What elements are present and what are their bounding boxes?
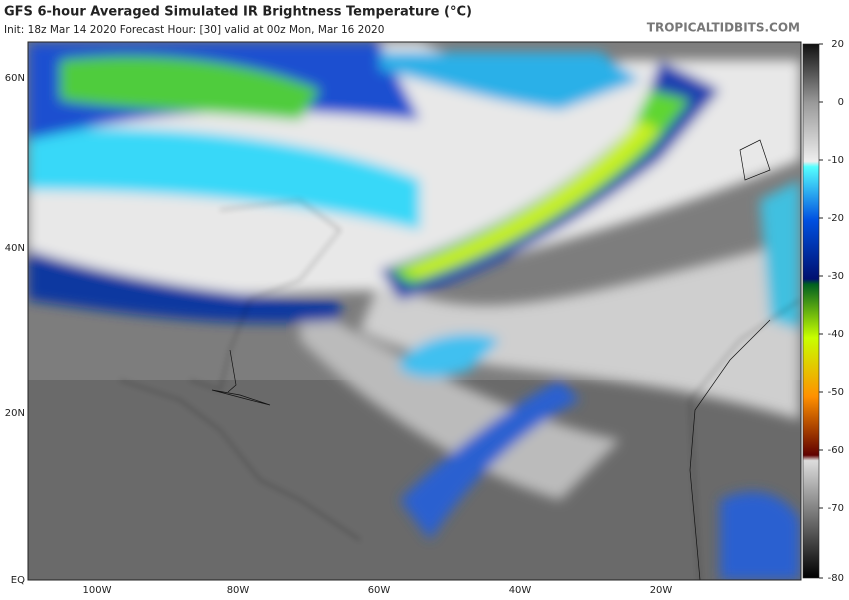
latitude-label: 60N <box>5 73 25 84</box>
colorbar-label: -60 <box>828 445 844 456</box>
colorbar-label: -20 <box>828 213 844 224</box>
colorbar <box>802 43 820 579</box>
credit: TROPICALTIDBITS.COM <box>647 21 800 35</box>
longitude-label: 80W <box>227 585 250 596</box>
longitude-label: 20W <box>650 585 673 596</box>
latitude-label: 20N <box>5 408 25 419</box>
colorbar-label: 20 <box>831 39 844 50</box>
latitude-label: EQ <box>11 575 25 586</box>
colorbar-label: 0 <box>838 97 844 108</box>
colorbar-label: -40 <box>828 329 844 340</box>
colorbar-label: -80 <box>828 573 844 584</box>
title: GFS 6-hour Averaged Simulated IR Brightn… <box>4 5 472 20</box>
colorbar-label: -30 <box>828 271 844 282</box>
longitude-label: 100W <box>83 585 112 596</box>
latitude-label: 40N <box>5 243 25 254</box>
map-image <box>28 42 801 580</box>
colorbar-label: -70 <box>828 503 844 514</box>
map-frame <box>27 41 802 581</box>
longitude-label: 40W <box>509 585 532 596</box>
colorbar-label: -10 <box>828 155 844 166</box>
longitude-label: 60W <box>368 585 391 596</box>
subtitle: Init: 18z Mar 14 2020 Forecast Hour: [30… <box>4 24 384 36</box>
colorbar-label: -50 <box>828 387 844 398</box>
